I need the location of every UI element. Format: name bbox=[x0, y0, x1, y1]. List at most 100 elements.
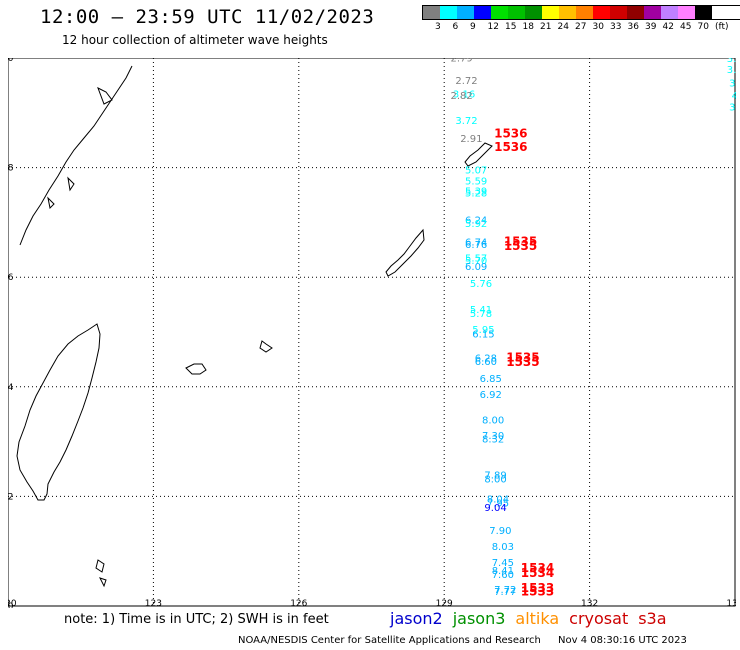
satellite-jason2: jason2 bbox=[390, 609, 443, 628]
wave-reading: 7.89 bbox=[484, 470, 506, 481]
lon-label: 135 bbox=[726, 599, 736, 608]
legend-swatch bbox=[474, 6, 491, 19]
legend-label: 12 bbox=[487, 22, 499, 32]
miyako-coast bbox=[259, 340, 273, 353]
pass-time-label: 1534 bbox=[521, 561, 554, 575]
legend-swatch bbox=[593, 6, 610, 19]
wave-reading: 8.04 bbox=[487, 494, 509, 505]
wave-reading: 3.16 bbox=[453, 89, 475, 100]
wave-readings: 2.782.79 2.72 3.162.82 3.72 2.91 5.075.595.39… bbox=[451, 58, 736, 598]
pass-time-label: 1536 bbox=[494, 126, 527, 140]
taiwan-coast bbox=[16, 323, 101, 501]
wave-reading: 5.59 bbox=[465, 177, 487, 188]
legend-swatch bbox=[610, 6, 627, 19]
wave-reading: 2.79 bbox=[451, 58, 473, 64]
legend-label: 36 bbox=[627, 22, 639, 32]
wave-reading: 5.41 bbox=[470, 305, 492, 316]
lat-labels: 30 28 26 24 22 20 bbox=[8, 58, 14, 608]
wave-reading: 7.95 bbox=[487, 498, 509, 509]
wave-reading: 7.77 bbox=[494, 587, 516, 598]
wave-reading: 3 bbox=[729, 103, 735, 114]
yaeyama-coast bbox=[185, 363, 207, 375]
wave-reading: 7.72 bbox=[494, 585, 516, 596]
wave-reading: 7.60 bbox=[492, 570, 514, 581]
wave-reading: 3 bbox=[729, 78, 735, 89]
wave-reading: 9.04 bbox=[484, 503, 506, 514]
lat-label: 24 bbox=[8, 383, 14, 393]
wave-reading: 3.2 bbox=[727, 58, 736, 65]
wave-reading: 6.15 bbox=[472, 329, 494, 340]
lon-label: 132 bbox=[581, 599, 598, 608]
wave-reading: 5.39 bbox=[465, 186, 487, 197]
legend-swatch bbox=[661, 6, 678, 19]
wave-height-map: 2.782.79 2.72 3.162.82 3.72 2.91 5.075.595.39… bbox=[8, 58, 736, 608]
wave-reading: 5.95 bbox=[472, 325, 494, 336]
lat-label: 22 bbox=[8, 492, 13, 502]
wave-reading: 4 bbox=[732, 91, 736, 102]
legend-swatch bbox=[542, 6, 559, 19]
lon-labels: 120 123 126 129 132 135 bbox=[8, 599, 736, 608]
wave-reading: 8.00 bbox=[482, 416, 504, 427]
satellite-cryosat: cryosat bbox=[569, 609, 629, 628]
wave-reading: 5.76 bbox=[470, 279, 492, 290]
coastlines bbox=[16, 65, 493, 588]
wave-reading: 6.74 bbox=[465, 237, 487, 248]
wave-reading: 5.28 bbox=[465, 189, 487, 200]
wave-reading: 2.72 bbox=[455, 76, 477, 87]
lat-lon-grid bbox=[8, 58, 735, 606]
lon-label: 126 bbox=[290, 599, 307, 608]
lat-label: 20 bbox=[8, 602, 14, 608]
lat-label: 26 bbox=[8, 273, 14, 283]
color-scale-legend: 3 6 9 12 15 18 21 24 27 30 33 36 39 42 45 70 (ft) bbox=[422, 5, 740, 34]
credit-time: Nov 4 08:30:16 UTC 2023 bbox=[558, 635, 687, 646]
lon-label: 123 bbox=[145, 599, 162, 608]
wave-reading: 8.41 bbox=[492, 566, 514, 577]
legend-swatch bbox=[525, 6, 542, 19]
wave-reading: 5.70 bbox=[465, 256, 487, 267]
legend-label: 70 bbox=[697, 22, 709, 32]
wave-reading: 6.85 bbox=[480, 374, 502, 385]
legend-labels: 3 6 9 12 15 18 21 24 27 30 33 36 39 42 45 70 (ft) bbox=[422, 20, 740, 34]
legend-swatch bbox=[508, 6, 525, 19]
wave-reading: 2.91 bbox=[460, 134, 482, 145]
wave-reading: 5.07 bbox=[465, 166, 487, 177]
legend-swatch bbox=[678, 6, 695, 19]
ryukyu-coast-north bbox=[464, 142, 493, 167]
wave-reading: 7.30 bbox=[482, 431, 504, 442]
wave-reading: 5.78 bbox=[470, 309, 492, 320]
legend-label: 21 bbox=[540, 22, 552, 32]
satellite-jason3: jason3 bbox=[452, 609, 506, 628]
legend-label: 6 bbox=[452, 22, 459, 32]
pass-time-label: 1535 bbox=[506, 351, 539, 365]
wave-reading: 5.57 bbox=[465, 253, 487, 264]
legend-swatch bbox=[644, 6, 661, 19]
lat-label: 30 bbox=[8, 58, 14, 64]
wave-reading: 2.78 bbox=[451, 58, 473, 62]
pass-time-label: 1534 bbox=[521, 566, 554, 580]
legend-label: 15 bbox=[505, 22, 517, 32]
legend-swatch bbox=[440, 6, 457, 19]
okinawa-coast bbox=[385, 228, 425, 277]
wave-reading: 6.28 bbox=[475, 354, 497, 365]
wave-reading: 8.00 bbox=[484, 475, 506, 486]
legend-label: 42 bbox=[662, 22, 674, 32]
wave-reading: 3.0 bbox=[727, 65, 736, 76]
page-subtitle: 12 hour collection of altimeter wave hei… bbox=[62, 33, 328, 47]
credit-org: NOAA/NESDIS Center for Satellite Applica… bbox=[238, 635, 541, 646]
legend-label: 33 bbox=[610, 22, 622, 32]
china-coast bbox=[19, 65, 133, 246]
batan-islands bbox=[95, 559, 107, 588]
map-frame bbox=[8, 58, 736, 607]
wave-reading: 8.03 bbox=[492, 542, 514, 553]
lat-label: 28 bbox=[8, 164, 14, 174]
pass-time-label: 1533 bbox=[521, 585, 554, 599]
legend-label: 18 bbox=[522, 22, 534, 32]
footer-note: note: 1) Time is in UTC; 2) SWH is in fe… bbox=[64, 612, 329, 627]
lon-label: 129 bbox=[436, 599, 453, 608]
pass-time-label: 1536 bbox=[494, 140, 527, 154]
wave-reading: 6.60 bbox=[475, 357, 497, 368]
wave-reading: 8.32 bbox=[482, 435, 504, 446]
legend-label: 27 bbox=[575, 22, 587, 32]
legend-label: 45 bbox=[680, 22, 692, 32]
legend-swatch bbox=[491, 6, 508, 19]
